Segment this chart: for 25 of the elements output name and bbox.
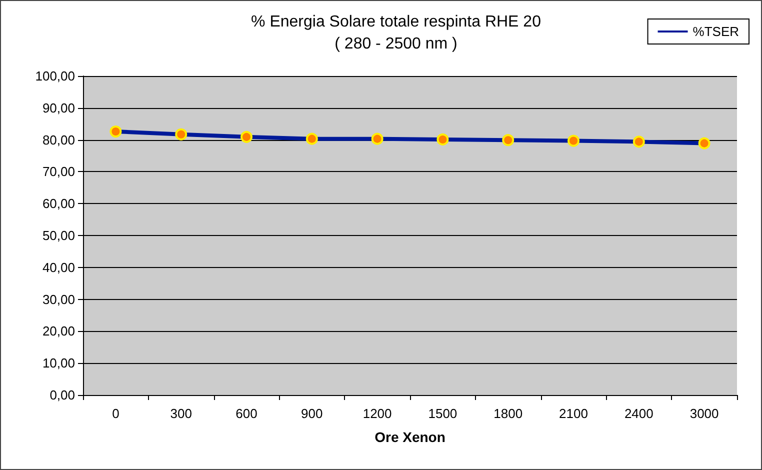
x-axis-title: Ore Xenon	[374, 429, 446, 445]
x-tick-label: 300	[170, 406, 192, 421]
x-tick-label: 0	[112, 406, 120, 421]
y-tick-label: 90,00	[42, 100, 75, 116]
x-tick-label: 1800	[494, 406, 523, 421]
chart-title: % Energia Solare totale respinta RHE 20	[251, 14, 542, 30]
y-tick-label: 60,00	[42, 196, 75, 212]
chart-subtitle: ( 280 - 2500 nm )	[334, 36, 458, 52]
y-tick-label: 30,00	[42, 292, 75, 307]
y-tick-label: 100,00	[35, 68, 75, 84]
x-tick-label: 1200	[362, 406, 392, 421]
x-tick-label: 600	[236, 406, 258, 421]
y-tick-label: 50,00	[42, 228, 75, 243]
legend-label: %TSER	[692, 24, 740, 39]
y-tick-label: 80,00	[42, 132, 75, 148]
y-tick-label: 40,00	[42, 260, 75, 275]
y-tick-label: 10,00	[42, 356, 75, 371]
x-tick-label: 2400	[624, 406, 654, 421]
x-tick-label: 3000	[690, 406, 719, 421]
x-tick-label: 1500	[428, 406, 458, 421]
y-tick-label: 20,00	[42, 324, 75, 339]
x-tick-label: 900	[301, 406, 323, 421]
y-tick-label: 0,00	[50, 388, 75, 402]
x-tick-label: 2100	[559, 406, 588, 421]
y-tick-label: 70,00	[42, 164, 75, 180]
